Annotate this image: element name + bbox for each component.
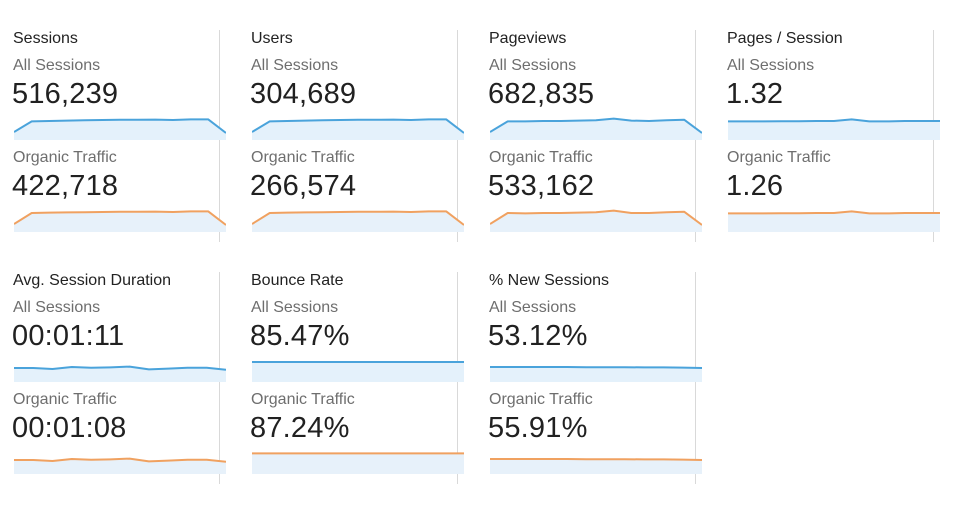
sparkline-line: [14, 210, 226, 226]
sparkline-line: [490, 209, 702, 226]
metric-card-new-sessions[interactable]: % New Sessions All Sessions 53.12% Organ…: [476, 272, 702, 484]
sparkline-area: [252, 362, 464, 382]
metric-title: Pageviews: [489, 30, 567, 47]
metric-value-all-sessions: 304,689: [250, 78, 357, 110]
sparkline-line: [252, 210, 464, 226]
sparkline-area: [252, 453, 464, 474]
segment-label-organic-traffic: Organic Traffic: [13, 149, 117, 166]
sparkline-line: [728, 210, 940, 215]
segment-label-organic-traffic: Organic Traffic: [727, 149, 831, 166]
sparkline-organic-traffic: [14, 210, 226, 232]
metric-value-organic-traffic: 87.24%: [250, 412, 350, 444]
metric-card-pageviews[interactable]: Pageviews All Sessions 682,835 Organic T…: [476, 30, 702, 242]
sparkline-area: [728, 211, 940, 232]
metric-title: Users: [251, 30, 293, 47]
metric-title: % New Sessions: [489, 272, 610, 289]
metric-value-all-sessions: 53.12%: [488, 320, 588, 352]
sparkline-area: [490, 118, 702, 140]
segment-label-all-sessions: All Sessions: [13, 299, 101, 316]
segment-label-all-sessions: All Sessions: [251, 57, 339, 74]
segment-label-all-sessions: All Sessions: [13, 57, 101, 74]
segment-label-organic-traffic: Organic Traffic: [251, 391, 355, 408]
sparkline-line: [490, 366, 702, 369]
sparkline-area: [14, 366, 226, 382]
sparkline-area: [252, 211, 464, 232]
sparkline-area: [490, 459, 702, 474]
sparkline-all-sessions: [14, 118, 226, 140]
sparkline-line: [14, 365, 226, 371]
metric-title: Bounce Rate: [251, 272, 344, 289]
sparkline-all-sessions: [490, 117, 702, 140]
segment-label-organic-traffic: Organic Traffic: [489, 149, 593, 166]
sparkline-all-sessions: [490, 366, 702, 382]
sparkline-area: [14, 119, 226, 140]
metric-value-all-sessions: 00:01:11: [12, 320, 125, 352]
sparkline-area: [490, 210, 702, 232]
metric-value-all-sessions: 1.32: [726, 78, 784, 110]
sparkline-organic-traffic: [490, 458, 702, 474]
metric-title: Pages / Session: [727, 30, 843, 47]
metric-value-all-sessions: 682,835: [488, 78, 595, 110]
metric-card-sessions[interactable]: Sessions All Sessions 516,239 Organic Tr…: [0, 30, 226, 242]
sparkline-all-sessions: [252, 118, 464, 140]
metric-value-organic-traffic: 00:01:08: [12, 412, 127, 444]
sparkline-area: [728, 119, 940, 140]
metric-value-organic-traffic: 422,718: [12, 170, 119, 202]
metric-card-bounce-rate[interactable]: Bounce Rate All Sessions 85.47% Organic …: [238, 272, 464, 484]
segment-label-organic-traffic: Organic Traffic: [489, 391, 593, 408]
sparkline-line: [490, 117, 702, 134]
metric-title: Avg. Session Duration: [13, 272, 172, 289]
metric-value-all-sessions: 516,239: [12, 78, 119, 110]
sparkline-line: [252, 118, 464, 134]
metric-value-organic-traffic: 55.91%: [488, 412, 588, 444]
metric-value-organic-traffic: 533,162: [488, 170, 595, 202]
sparkline-area: [252, 119, 464, 140]
sparkline-organic-traffic: [728, 210, 940, 232]
segment-label-all-sessions: All Sessions: [489, 299, 577, 316]
sparkline-organic-traffic: [490, 209, 702, 232]
segment-label-all-sessions: All Sessions: [727, 57, 815, 74]
metric-card-pages-per-session[interactable]: Pages / Session All Sessions 1.32 Organi…: [714, 30, 940, 242]
metric-value-all-sessions: 85.47%: [250, 320, 350, 352]
sparkline-area: [490, 367, 702, 382]
sparkline-line: [14, 457, 226, 463]
sparkline-all-sessions: [14, 365, 226, 382]
segment-label-all-sessions: All Sessions: [489, 57, 577, 74]
sparkline-all-sessions: [252, 361, 464, 382]
sparkline-line: [14, 118, 226, 134]
sparkline-organic-traffic: [14, 457, 226, 474]
metric-title: Sessions: [13, 30, 78, 47]
segment-label-organic-traffic: Organic Traffic: [13, 391, 117, 408]
sparkline-all-sessions: [728, 118, 940, 140]
segment-label-all-sessions: All Sessions: [251, 299, 339, 316]
metric-value-organic-traffic: 1.26: [726, 170, 784, 202]
sparkline-area: [14, 211, 226, 232]
metric-card-avg-session-duration[interactable]: Avg. Session Duration All Sessions 00:01…: [0, 272, 226, 484]
sparkline-line: [728, 118, 940, 123]
sparkline-organic-traffic: [252, 210, 464, 232]
sparkline-line: [490, 458, 702, 461]
segment-label-organic-traffic: Organic Traffic: [251, 149, 355, 166]
metric-card-users[interactable]: Users All Sessions 304,689 Organic Traff…: [238, 30, 464, 242]
sparkline-organic-traffic: [252, 452, 464, 474]
sparkline-area: [14, 458, 226, 474]
metric-value-organic-traffic: 266,574: [250, 170, 357, 202]
